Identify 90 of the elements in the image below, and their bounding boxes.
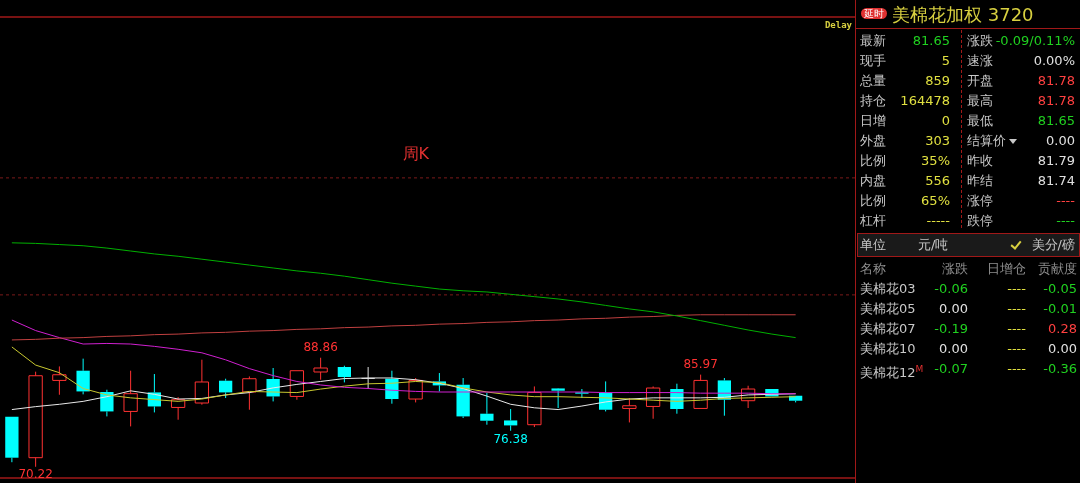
annotation: 76.38 — [493, 431, 528, 446]
text: 开盘 — [967, 73, 993, 89]
text: 81.78 — [1037, 93, 1075, 108]
text: 贡献度 — [1038, 261, 1077, 276]
candlestick — [123, 370, 138, 427]
text: 结算价 — [967, 133, 1006, 149]
candlestick — [289, 370, 305, 401]
candlestick — [170, 396, 186, 421]
text: 名称 — [860, 261, 886, 277]
text: -0.09/0.11% — [995, 33, 1075, 48]
chart-title: 美棉花加权 3720 — [892, 4, 1034, 25]
text: 杠杆 — [860, 213, 886, 229]
candlestick — [5, 416, 19, 463]
candlestick — [551, 388, 565, 409]
text: Delay — [824, 19, 853, 30]
text: 81.78 — [1037, 73, 1075, 88]
text: -0.01 — [1043, 301, 1077, 316]
text: 5 — [941, 53, 950, 68]
text: -0.06 — [934, 281, 968, 296]
text: 0.00 — [1048, 341, 1077, 356]
annotation: 70.22 — [18, 467, 53, 482]
text: 65% — [921, 193, 950, 208]
candlestick — [52, 365, 67, 396]
text: ---- — [1007, 281, 1026, 296]
text: 美棉花03 — [860, 281, 916, 297]
text: 比例 — [860, 153, 886, 169]
text: 最新 — [860, 33, 886, 49]
text: 涨跌 — [967, 33, 993, 49]
candlestick — [740, 385, 756, 409]
text: 日增 — [860, 113, 886, 129]
text: 164478 — [900, 93, 950, 108]
text: ---- — [1007, 321, 1026, 336]
text: 最高 — [967, 93, 993, 109]
text: 81.65 — [1037, 113, 1075, 128]
text: 跌停 — [967, 213, 993, 229]
text: 美棉花10 — [860, 341, 916, 357]
text: -0.07 — [934, 361, 968, 376]
text: 昨收 — [967, 153, 993, 169]
text: -0.36 — [1043, 361, 1077, 376]
text: ---- — [1007, 341, 1026, 356]
text: 单位 — [860, 237, 886, 253]
text: ----- — [926, 213, 950, 228]
text: 303 — [925, 133, 950, 148]
text: 35% — [921, 153, 950, 168]
annotation: 88.86 — [303, 339, 338, 354]
text: 速涨 — [967, 53, 993, 69]
text: 昨结 — [967, 173, 993, 189]
candlestick — [503, 408, 518, 432]
text: -0.05 — [1043, 281, 1077, 296]
text: ---- — [1056, 213, 1075, 228]
text: ---- — [1056, 193, 1075, 208]
text: ---- — [1007, 361, 1026, 376]
text: 81.79 — [1037, 153, 1075, 168]
text: 涨停 — [967, 193, 993, 209]
text: 美棉花05 — [860, 301, 916, 317]
candlestick — [28, 371, 43, 468]
text: 延时 — [861, 8, 887, 19]
candlestick — [622, 397, 637, 423]
text: 持仓 — [860, 93, 886, 109]
text: 美棉花07 — [860, 321, 916, 337]
text: 美棉花12$^{M}$ — [860, 363, 924, 382]
text: 现手 — [860, 53, 886, 69]
text: 元/吨 — [918, 237, 949, 253]
text: 日增仓 — [987, 261, 1026, 276]
text: 0.00% — [1033, 53, 1075, 68]
text: 0.00 — [939, 341, 968, 356]
text: 81.65 — [912, 33, 950, 48]
text: ---- — [1007, 301, 1026, 316]
text: 859 — [925, 73, 950, 88]
candlestick — [194, 359, 210, 406]
text: 涨跌 — [941, 261, 968, 277]
text: 比例 — [860, 193, 886, 209]
text: 总量 — [860, 73, 886, 89]
text: 最低 — [967, 113, 993, 129]
text: 外盘 — [860, 133, 886, 149]
text: 0 — [941, 113, 950, 128]
text: 0.00 — [1046, 133, 1075, 148]
text: 81.74 — [1037, 173, 1075, 188]
candlestick — [645, 385, 661, 420]
text: 内盘 — [860, 173, 886, 189]
text: 0.28 — [1048, 321, 1077, 336]
text: 0.00 — [939, 301, 968, 316]
annotation: 85.97 — [683, 356, 718, 371]
text: -0.19 — [934, 321, 968, 336]
text: 556 — [925, 173, 950, 188]
candlestick — [480, 392, 494, 426]
candlestick — [242, 375, 257, 411]
annotation: 周K — [402, 144, 430, 164]
candlestick — [76, 358, 90, 395]
text: 美分/磅 — [1030, 237, 1075, 253]
